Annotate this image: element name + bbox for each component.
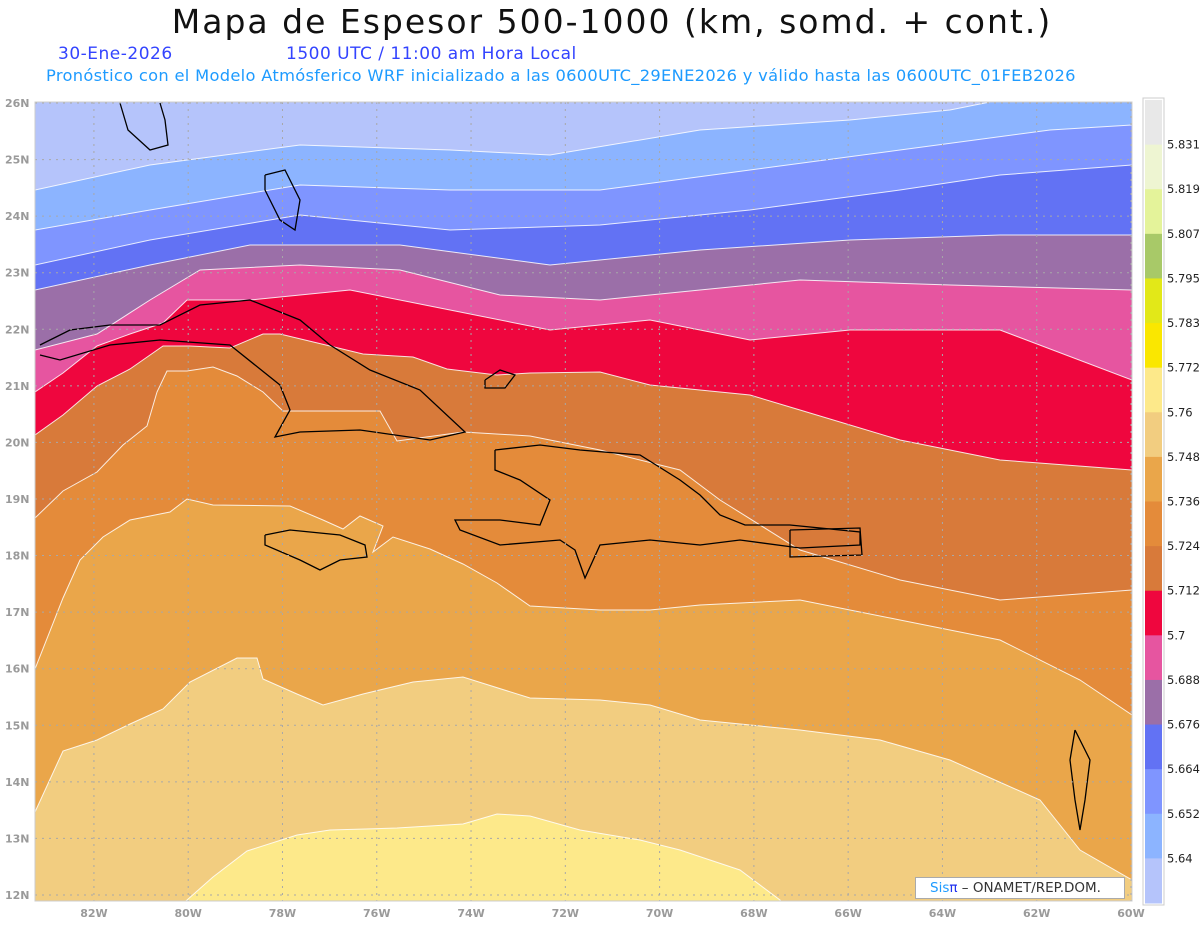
colorbar-swatch xyxy=(1145,546,1162,592)
coastline-lesser-antilles xyxy=(1069,729,1091,831)
colorbar-label: 5.736 xyxy=(1167,495,1200,509)
lon-label: 78W xyxy=(269,907,296,920)
colorbar-swatch xyxy=(1145,858,1162,904)
coastline-jamaica xyxy=(264,529,368,571)
lon-label: 68W xyxy=(740,907,767,920)
contour-line xyxy=(184,813,782,901)
colorbar-swatch xyxy=(1145,635,1162,681)
lat-label: 20N xyxy=(5,436,30,449)
longitude-labels: 82W 80W 78W 76W 74W 72W 70W 68W 66W 64W 62W 60W xyxy=(80,907,1145,920)
colorbar-swatch xyxy=(1145,144,1162,190)
lat-label: 12N xyxy=(5,889,30,902)
logo-text: – ONAMET/REP.DOM. xyxy=(961,880,1101,896)
thickness-bands xyxy=(35,102,1132,901)
lon-label: 74W xyxy=(457,907,484,920)
colorbar-label: 5.724 xyxy=(1167,539,1200,553)
lat-label: 18N xyxy=(5,550,30,563)
lat-label: 13N xyxy=(5,832,30,845)
coastline-hispaniola xyxy=(453,444,861,580)
colorbar-label: 5.795 xyxy=(1167,271,1200,285)
coastlines xyxy=(39,102,1091,831)
logo-pi: π xyxy=(949,880,958,896)
contour-line xyxy=(35,102,993,191)
coastline-florida xyxy=(119,102,169,151)
contour-line xyxy=(35,498,1132,716)
colorbar-swatch xyxy=(1145,100,1162,146)
colorbar-swatch xyxy=(1145,813,1162,859)
contour-line xyxy=(35,264,1132,351)
coastline-cuba xyxy=(39,299,467,441)
lat-label: 14N xyxy=(5,776,30,789)
colorbar-label: 5.819 xyxy=(1167,182,1200,196)
lat-label: 23N xyxy=(5,267,30,280)
lat-label: 15N xyxy=(5,719,30,732)
lon-label: 72W xyxy=(552,907,579,920)
coastline-inagua xyxy=(484,369,517,389)
colorbar-label: 5.652 xyxy=(1167,807,1200,821)
colorbar-label: 5.831 xyxy=(1167,138,1200,152)
latitude-labels: 26N 25N 24N 23N 22N 21N 20N 19N 18N 17N 16N 15N 14N 1… xyxy=(5,97,30,902)
lat-label: 24N xyxy=(5,210,30,223)
colorbar-label: 5.688 xyxy=(1167,673,1200,687)
lat-label: 25N xyxy=(5,154,30,167)
colorbar-label: 5.712 xyxy=(1167,584,1200,598)
lat-label: 17N xyxy=(5,606,30,619)
contour-line xyxy=(35,289,1132,393)
colorbar-label: 5.772 xyxy=(1167,361,1200,375)
lat-label: 21N xyxy=(5,380,30,393)
colorbar-swatch xyxy=(1145,501,1162,547)
lat-label: 26N xyxy=(5,97,30,110)
colorbar-label: 5.807 xyxy=(1167,227,1200,241)
colorbar-label: 5.664 xyxy=(1167,762,1200,776)
lon-label: 62W xyxy=(1023,907,1050,920)
contour-line xyxy=(35,124,1132,231)
contour-line xyxy=(35,333,1132,471)
forecast-time: 1500 UTC / 11:00 am Hora Local xyxy=(286,44,577,64)
colorbar-label: 5.64 xyxy=(1167,851,1193,865)
contour-line xyxy=(35,366,1132,601)
lat-label: 22N xyxy=(5,323,30,336)
colorbar-swatch xyxy=(1145,679,1162,726)
lat-label: 19N xyxy=(5,493,30,506)
colorbar-label: 5.783 xyxy=(1167,316,1200,330)
lat-label: 16N xyxy=(5,663,30,676)
onamet-logo: Sisπ – ONAMET/REP.DOM. xyxy=(915,877,1125,899)
lon-label: 76W xyxy=(363,907,390,920)
colorbar-label: 5.676 xyxy=(1167,718,1200,732)
lon-label: 60W xyxy=(1117,907,1144,920)
colorbar-label: 5.7 xyxy=(1167,628,1185,642)
contour-line xyxy=(35,164,1132,266)
lon-label: 64W xyxy=(929,907,956,920)
lon-label: 70W xyxy=(646,907,673,920)
lon-label: 82W xyxy=(80,907,107,920)
colorbar-label: 5.76 xyxy=(1167,405,1193,419)
model-info: Pronóstico con el Modelo Atmósferico WRF… xyxy=(46,66,1076,85)
colorbar-swatch xyxy=(1145,233,1162,279)
coastline-puerto-rico xyxy=(789,527,863,558)
colorbar-swatch xyxy=(1145,456,1162,502)
colorbar-swatch xyxy=(1145,769,1162,815)
map-frame xyxy=(34,101,1133,902)
colorbar: 5.831 5.819 5.807 5.795 5.783 5.772 5.76 5.748 5… xyxy=(1142,97,1200,906)
lon-label: 66W xyxy=(834,907,861,920)
colorbar-swatch xyxy=(1145,412,1162,458)
graticule xyxy=(35,102,1132,901)
contour-line xyxy=(35,657,1132,881)
contour-line xyxy=(35,234,1132,291)
colorbar-swatch xyxy=(1145,189,1162,235)
colorbar-swatch xyxy=(1145,323,1162,369)
lon-label: 80W xyxy=(174,907,201,920)
band-11 xyxy=(185,814,781,901)
colorbar-label: 5.748 xyxy=(1167,450,1200,464)
forecast-date: 30-Ene-2026 xyxy=(58,44,173,64)
colorbar-swatch xyxy=(1145,724,1162,770)
coastline-andros xyxy=(264,169,301,232)
map-title: Mapa de Espesor 500-1000 (km, somd. + co… xyxy=(171,2,1053,41)
colorbar-swatch xyxy=(1145,278,1162,324)
logo-brand: Sis xyxy=(930,880,950,896)
colorbar-swatch xyxy=(1145,590,1162,636)
colorbar-swatch xyxy=(1145,367,1162,413)
